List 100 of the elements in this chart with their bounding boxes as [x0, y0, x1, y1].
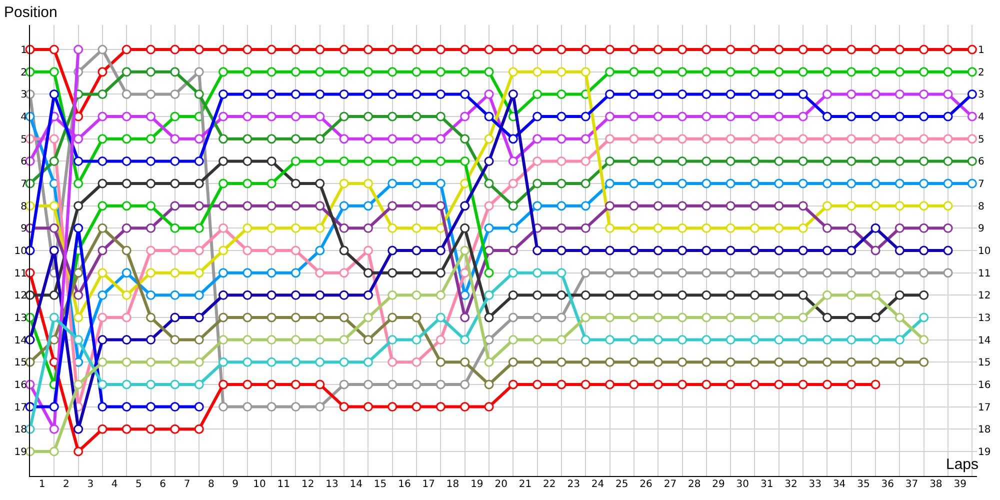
y-axis-title: Position	[4, 4, 58, 21]
point	[702, 312, 712, 322]
point	[556, 268, 566, 278]
point	[750, 44, 760, 54]
point	[98, 44, 108, 54]
point	[436, 357, 446, 367]
point	[508, 178, 518, 188]
point	[218, 223, 228, 233]
point	[556, 44, 566, 54]
point	[605, 67, 615, 77]
point	[290, 380, 300, 390]
point	[315, 335, 325, 345]
point	[798, 335, 808, 345]
point	[315, 402, 325, 412]
point	[266, 246, 276, 256]
point	[556, 201, 566, 211]
point	[822, 178, 832, 188]
point	[774, 134, 784, 144]
point	[194, 89, 204, 99]
point	[218, 112, 228, 122]
x-axis-title: Laps	[946, 456, 979, 473]
point	[532, 134, 542, 144]
point	[315, 223, 325, 233]
point	[726, 178, 736, 188]
point	[653, 290, 663, 300]
point	[919, 201, 929, 211]
y-tick-label: 14	[14, 335, 27, 346]
point	[242, 380, 252, 390]
point	[146, 112, 156, 122]
point	[943, 223, 953, 233]
point	[242, 178, 252, 188]
point	[580, 312, 590, 322]
x-tick-label: 24	[591, 479, 604, 490]
point	[363, 134, 373, 144]
y-tick-label: 7	[20, 179, 27, 190]
point	[194, 156, 204, 166]
point	[870, 112, 880, 122]
point	[605, 312, 615, 322]
point	[653, 357, 663, 367]
point	[702, 112, 712, 122]
point	[194, 424, 204, 434]
point	[74, 380, 84, 390]
point	[484, 201, 494, 211]
point	[194, 44, 204, 54]
point	[194, 312, 204, 322]
point	[290, 112, 300, 122]
point	[315, 380, 325, 390]
y-tick-label: 1	[20, 45, 27, 56]
point	[74, 268, 84, 278]
point	[580, 335, 590, 345]
y2-tick-label: 12	[978, 290, 991, 302]
y2-tick-label: 13	[978, 312, 991, 324]
point	[653, 380, 663, 390]
point	[653, 44, 663, 54]
point	[194, 134, 204, 144]
point	[266, 380, 276, 390]
x-tick-label: 31	[760, 479, 774, 490]
point	[967, 89, 977, 99]
point	[170, 156, 180, 166]
x-tick-label: 6	[160, 479, 166, 490]
point	[146, 178, 156, 188]
point	[436, 402, 446, 412]
point	[412, 380, 422, 390]
point	[846, 89, 856, 99]
point	[74, 156, 84, 166]
point	[339, 134, 349, 144]
point	[218, 134, 228, 144]
point	[629, 178, 639, 188]
point	[436, 134, 446, 144]
point	[508, 290, 518, 300]
point	[798, 268, 808, 278]
point	[508, 223, 518, 233]
point	[412, 357, 422, 367]
point	[678, 156, 688, 166]
point	[49, 201, 59, 211]
y2-tick-label: 10	[978, 246, 991, 257]
point	[242, 312, 252, 322]
y-tick-label: 17	[14, 402, 27, 414]
point	[218, 290, 228, 300]
point	[894, 134, 904, 144]
point	[580, 112, 590, 122]
point	[266, 335, 276, 345]
point	[315, 156, 325, 166]
point	[290, 312, 300, 322]
x-tick-label: 4	[111, 479, 118, 490]
point	[750, 201, 760, 211]
point	[98, 335, 108, 345]
point	[532, 89, 542, 99]
point	[484, 178, 494, 188]
point	[74, 178, 84, 188]
point	[339, 89, 349, 99]
point	[919, 156, 929, 166]
x-tick-label: 20	[494, 479, 508, 490]
point	[894, 246, 904, 256]
point	[339, 201, 349, 211]
point	[846, 312, 856, 322]
point	[484, 112, 494, 122]
point	[74, 335, 84, 345]
point	[98, 380, 108, 390]
y-tick-label: 12	[14, 290, 27, 302]
